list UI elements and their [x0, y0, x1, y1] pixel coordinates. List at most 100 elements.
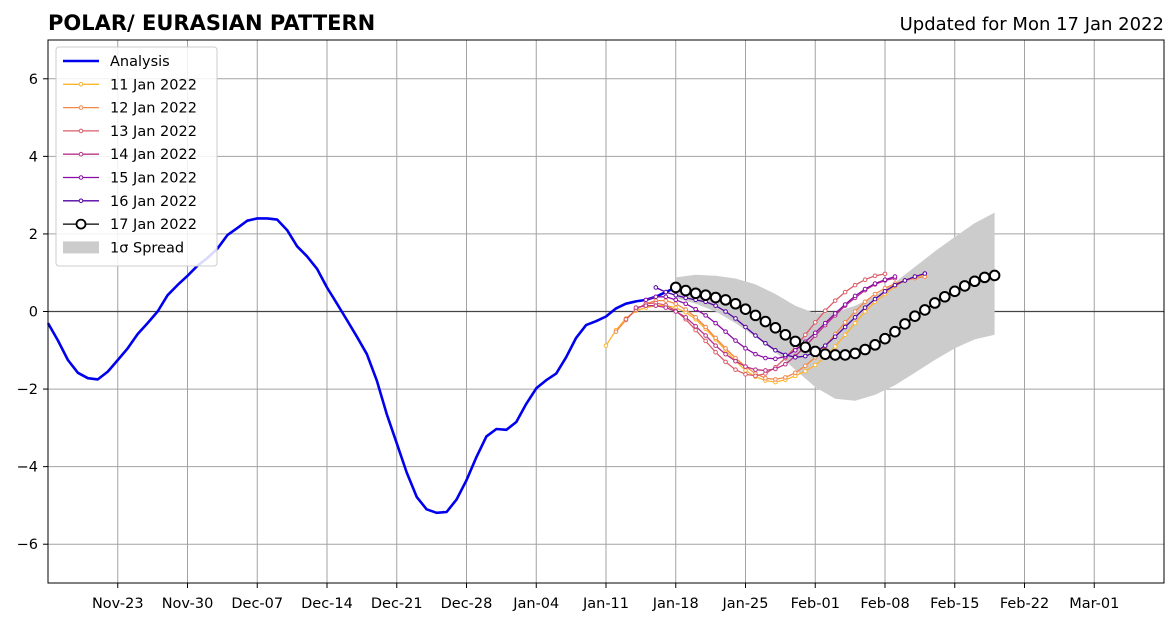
forecast-point [852, 320, 858, 326]
forecast-point [789, 335, 802, 348]
forecast-point [832, 298, 838, 303]
forecast-point [663, 298, 669, 303]
x-tick-label: Jan-11 [582, 596, 629, 612]
y-tick-label: −6 [17, 537, 38, 553]
forecast-point [643, 303, 649, 308]
forecast-point [613, 329, 619, 334]
forecast-point [643, 297, 649, 303]
forecast-point [872, 291, 878, 297]
forecast-point [769, 321, 782, 334]
x-tick-label: Mar-01 [1069, 596, 1119, 612]
forecast-point [958, 280, 971, 292]
forecast-point [729, 297, 742, 310]
forecast-point [663, 294, 669, 300]
forecast-point [793, 370, 798, 376]
forecast-point [733, 316, 738, 321]
forecast-point [862, 286, 868, 292]
forecast-point [743, 346, 748, 351]
forecast-point [623, 316, 629, 322]
y-tick-label: 2 [29, 227, 38, 243]
forecast-point [852, 293, 858, 299]
forecast-point [719, 294, 732, 306]
forecast-point [889, 325, 901, 338]
legend-label: 1σ Spread [110, 240, 184, 256]
forecast-point [832, 344, 838, 349]
forecast-point [912, 274, 918, 279]
forecast-point [683, 315, 689, 320]
forecast-point [673, 301, 679, 307]
forecast-point [693, 323, 698, 329]
forecast-point [663, 305, 669, 310]
forecast-point [749, 309, 762, 322]
forecast-point [842, 289, 848, 295]
x-tick-label: Jan-18 [652, 596, 699, 612]
forecast-point [709, 291, 722, 304]
legend-marker [78, 151, 84, 157]
forecast-point [978, 271, 991, 284]
x-tick-label: Nov-23 [92, 596, 144, 612]
forecast-point [779, 328, 792, 341]
y-tick-label: 0 [29, 305, 38, 321]
forecast-point [809, 345, 822, 358]
legend-label: 17 Jan 2022 [110, 217, 197, 233]
forecast-point [703, 333, 708, 338]
forecast-point [773, 366, 778, 372]
legend-label: Analysis [110, 54, 170, 70]
forecast-point [739, 303, 752, 315]
forecast-point [829, 349, 841, 361]
forecast-point [693, 306, 698, 312]
forecast-point [713, 335, 718, 341]
x-tick-label: Jan-04 [512, 596, 559, 612]
forecast-point [733, 358, 738, 364]
forecast-point [842, 324, 848, 330]
x-tick-label: Feb-01 [791, 596, 840, 612]
forecast-point [633, 305, 639, 310]
x-tick-label: Jan-25 [721, 596, 768, 612]
forecast-point [743, 324, 748, 330]
forecast-point [773, 377, 778, 382]
forecast-point [673, 309, 679, 314]
forecast-point [723, 309, 728, 314]
forecast-point [723, 351, 728, 357]
forecast-point [872, 281, 878, 286]
legend-swatch [63, 241, 99, 254]
forecast-point [802, 353, 808, 359]
forecast-point [812, 320, 818, 325]
forecast-point [832, 334, 838, 340]
y-tick-label: −2 [17, 382, 38, 398]
forecast-point [653, 294, 659, 300]
forecast-point [753, 333, 758, 338]
forecast-point [793, 347, 798, 353]
legend: Analysis 11 Jan 2022 12 Jan 2022 13 Jan 202… [55, 46, 218, 267]
forecast-series [669, 269, 1001, 361]
forecast-point [938, 290, 951, 303]
forecast-point [743, 368, 748, 373]
forecast-point [929, 297, 941, 309]
forecast-point [852, 309, 858, 314]
legend-marker [78, 82, 84, 87]
forecast-point [759, 315, 772, 328]
forecast-point [733, 338, 738, 343]
x-tick-label: Dec-28 [441, 596, 493, 612]
forecast-point [783, 375, 788, 380]
forecast-point [743, 372, 748, 377]
forecast-point [763, 368, 768, 373]
chart-title: POLAR/ EURASIAN PATTERN [48, 11, 375, 35]
forecast-point [922, 271, 928, 276]
forecast-point [763, 375, 768, 381]
x-tick-label: Dec-07 [231, 596, 283, 612]
y-tick-label: 6 [29, 72, 38, 88]
forecast-point [822, 320, 828, 326]
forecast-point [773, 356, 778, 362]
forecast-point [879, 332, 891, 345]
forecast-point [753, 367, 758, 372]
forecast-point [892, 274, 898, 279]
forecast-point [899, 318, 911, 330]
forecast-point [849, 347, 861, 360]
chart-subtitle: Updated for Mon 17 Jan 2022 [900, 14, 1164, 35]
forecast-point [862, 299, 868, 305]
y-tick-label: −4 [17, 460, 38, 476]
forecast-point [862, 309, 868, 314]
forecast-point [733, 367, 738, 372]
forecast-point [723, 359, 728, 365]
